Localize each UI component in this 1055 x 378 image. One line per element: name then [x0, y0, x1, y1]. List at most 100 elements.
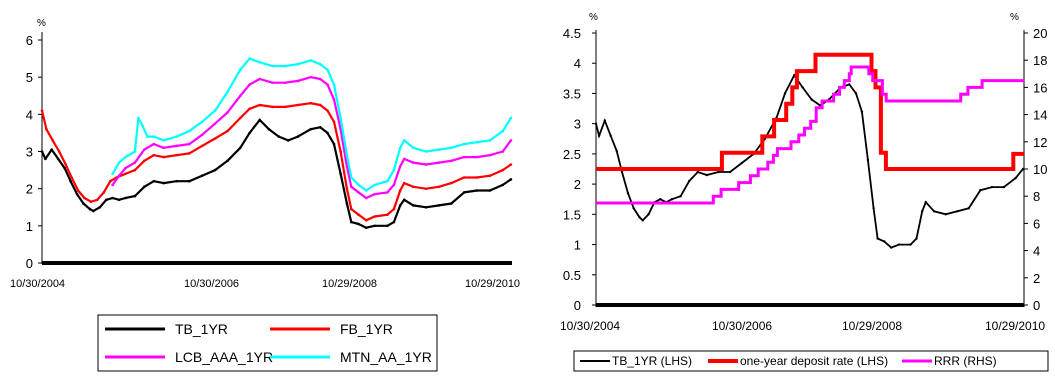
- right-data-point: [848, 83, 851, 86]
- right-chart-left-y-tick-label: 0: [574, 298, 581, 313]
- right-chart-right-y-tick-label: 8: [1033, 189, 1040, 204]
- left-data-point: [373, 183, 376, 187]
- left-data-point: [318, 126, 322, 129]
- left-data-point: [318, 103, 322, 107]
- left-data-point: [364, 189, 368, 192]
- left-data-point: [239, 94, 242, 98]
- left-data-point: [386, 179, 389, 183]
- right-data-point: [932, 210, 936, 213]
- right-data-point: [866, 158, 870, 162]
- left-data-point: [44, 157, 47, 161]
- left-data-point: [117, 174, 121, 177]
- left-y-tick-label: 1: [26, 219, 33, 234]
- right-data-point: [967, 207, 970, 210]
- left-data-point: [175, 144, 178, 148]
- left-data-point: [117, 198, 121, 202]
- left-data-point: [357, 183, 360, 187]
- left-legend: TB_1YR FB_1YR LCB_AAA_1YR MTN_AA_1YR: [97, 314, 438, 372]
- right-chart-right-y-tick-label: 14: [1033, 108, 1047, 123]
- left-data-point: [424, 150, 428, 153]
- right-data-point: [688, 179, 691, 183]
- left-data-point: [509, 163, 513, 166]
- left-data-point: [412, 185, 415, 189]
- right-data-point: [670, 198, 674, 201]
- left-data-point: [475, 140, 479, 144]
- right-data-point: [609, 134, 612, 137]
- left-data-point: [386, 224, 389, 228]
- left-data-point: [248, 83, 251, 86]
- left-data-point: [248, 57, 251, 60]
- left-data-point: [373, 192, 376, 196]
- left-data-point: [162, 139, 165, 142]
- left-data-point: [350, 207, 353, 211]
- right-data-point: [876, 237, 879, 240]
- right-data-point: [783, 92, 787, 95]
- left-data-point: [326, 68, 329, 71]
- left-data-point: [350, 220, 353, 224]
- left-data-point: [133, 194, 137, 198]
- right-zero-baseline: [596, 303, 1024, 307]
- right-series-group: [594, 52, 1025, 249]
- left-data-point: [162, 146, 165, 150]
- legend-label-deposit-rate: one-year deposit rate (LHS): [740, 354, 888, 368]
- left-data-point: [392, 207, 396, 211]
- left-data-point: [364, 226, 368, 229]
- left-x-tick-label: 10/30/2004: [10, 278, 65, 290]
- left-data-point: [412, 161, 415, 164]
- right-unit-label-right: %: [1010, 12, 1019, 23]
- left-data-point: [450, 159, 453, 163]
- left-data-point: [398, 165, 402, 168]
- left-data-point: [271, 105, 274, 109]
- left-data-point: [296, 135, 300, 138]
- left-data-point: [373, 215, 376, 218]
- left-data-point: [332, 120, 336, 124]
- left-data-point: [286, 139, 290, 142]
- left-data-point: [267, 127, 271, 131]
- right-legend-box: [573, 350, 1049, 372]
- right-chart-left-y-ticks: 0 0.5 1 1.5 2 2.5 3 3.5 4 4.5: [563, 26, 596, 313]
- left-data-point: [188, 129, 191, 133]
- left-data-point: [226, 129, 229, 133]
- left-y-tick-label: 4: [26, 107, 33, 122]
- chart-left: % 0 1 2 3 4 5 6 10/30/2004 10/30/2006 10/29/20…: [10, 18, 520, 372]
- left-y-tick-label: 0: [26, 256, 33, 271]
- right-chart-right-y-ticks: 0 2 4 6 8 10 12 14 16 18 20: [1024, 26, 1047, 313]
- left-data-point: [509, 139, 513, 142]
- left-data-point: [57, 150, 61, 153]
- left-data-point: [339, 150, 342, 153]
- right-data-point: [854, 92, 858, 95]
- right-data-point: [620, 170, 624, 174]
- left-data-point: [412, 204, 415, 207]
- right-data-point: [909, 243, 912, 246]
- left-data-point: [141, 124, 144, 127]
- left-data-point: [143, 185, 146, 189]
- left-data-point: [488, 189, 492, 192]
- left-data-point: [450, 202, 453, 205]
- left-data-point: [258, 118, 262, 122]
- right-chart-left-y-tick-label: 2.5: [563, 147, 581, 162]
- right-data-point: [1014, 176, 1017, 180]
- left-data-point: [339, 127, 342, 131]
- left-data-point: [350, 185, 353, 189]
- right-chart-right-y-tick-label: 2: [1033, 271, 1040, 286]
- right-unit-label-left: %: [589, 12, 598, 23]
- left-data-point: [437, 148, 441, 151]
- right-chart-left-y-tick-label: 1: [574, 238, 581, 253]
- right-x-tick-label: 10/29/2008: [842, 319, 902, 333]
- left-data-point: [248, 107, 251, 111]
- left-data-point: [88, 207, 92, 211]
- left-data-point: [339, 172, 342, 176]
- left-data-point: [92, 209, 95, 213]
- legend-label-tb-1yr-lhs: TB_1YR (LHS): [612, 354, 692, 368]
- left-data-point: [309, 59, 313, 62]
- left-data-point: [392, 220, 396, 224]
- left-data-point: [450, 181, 453, 185]
- left-data-point: [437, 185, 441, 189]
- right-data-point: [915, 237, 918, 240]
- left-zero-baseline: [42, 261, 512, 265]
- left-data-point: [284, 105, 287, 109]
- left-x-tick-label: 10/29/2008: [322, 278, 377, 290]
- right-chart-right-y-tick-label: 0: [1033, 298, 1040, 313]
- left-data-point: [124, 172, 127, 176]
- left-data-point: [386, 191, 389, 194]
